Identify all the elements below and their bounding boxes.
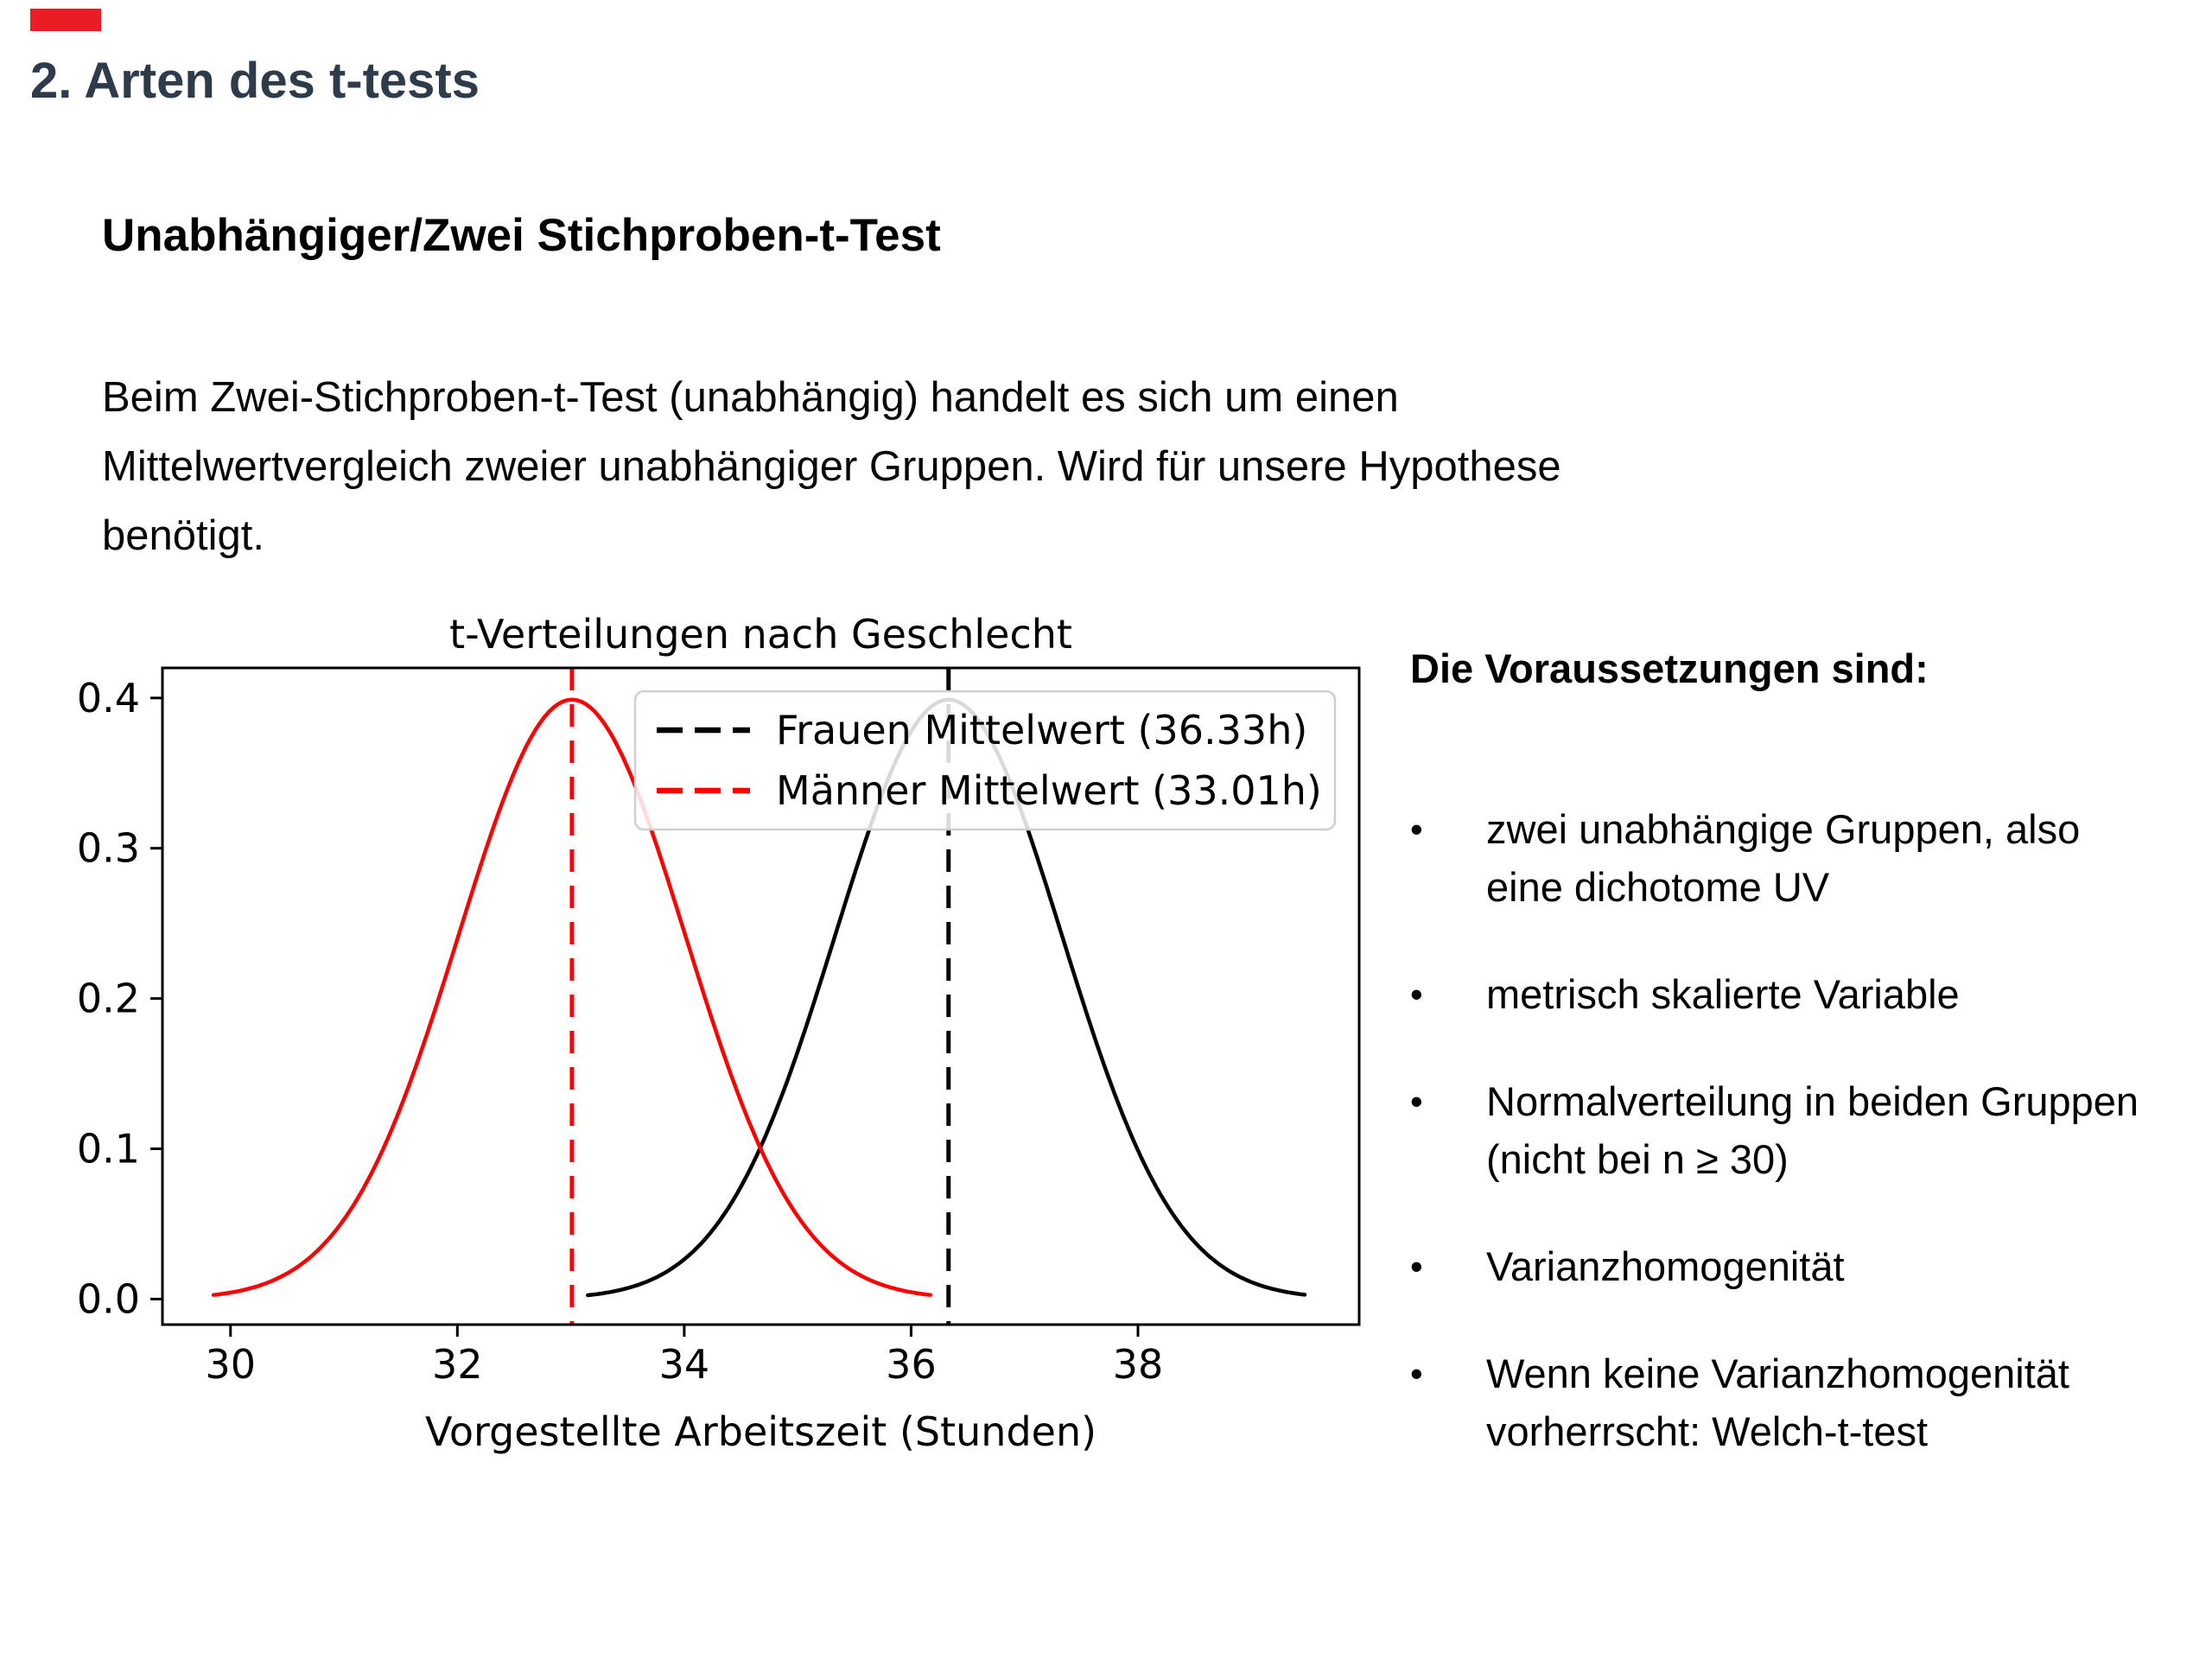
bullet-dot: • <box>1410 1246 1423 1287</box>
requirement-text: Varianzhomogenität <box>1486 1237 1845 1295</box>
requirements-list: • zwei unabhängige Gruppen, also eine dich… <box>1410 800 2212 1510</box>
x-tick-label: 32 <box>432 1341 483 1388</box>
text-line: eine dichotome UV <box>1486 864 1830 910</box>
requirement-text: Wenn keine Varianzhomogenität vorherrscht… <box>1486 1344 2069 1460</box>
y-tick-label: 0.1 <box>77 1126 140 1173</box>
requirement-text: metrisch skalierte Variable <box>1486 965 1960 1023</box>
chart-title: t-Verteilungen nach Geschlecht <box>449 611 1072 658</box>
bullet-dot: • <box>1410 974 1423 1014</box>
requirement-item: • Varianzhomogenität <box>1410 1237 2212 1295</box>
requirement-item: • Normalverteilung in beiden Gruppen (nich… <box>1410 1072 2212 1188</box>
distribution-chart: 30 32 34 36 38 0.0 0.1 0.2 0.3 0.4 t-Verteilungen … <box>52 594 1365 1497</box>
chart-svg: 30 32 34 36 38 0.0 0.1 0.2 0.3 0.4 t-Verteilungen … <box>77 611 1361 1455</box>
legend-label-0: Frauen Mittelwert (36.33h) <box>776 707 1307 753</box>
requirement-item: • metrisch skalierte Variable <box>1410 965 2212 1023</box>
legend-box <box>633 690 1337 831</box>
section-subtitle: Unabhängiger/Zwei Stichproben-t-Test <box>102 210 941 261</box>
bullet-dot: • <box>1410 1353 1423 1394</box>
requirements-heading: Die Voraussetzungen sind: <box>1410 645 1929 691</box>
text-line: Varianzhomogenität <box>1486 1243 1845 1289</box>
requirement-text: zwei unabhängige Gruppen, also eine dicho… <box>1486 800 2080 916</box>
body-paragraph: Beim Zwei-Stichproben-t-Test (unabhängig… <box>102 363 1561 570</box>
text-line: vorherrscht: Welch-t-test <box>1486 1408 1929 1454</box>
x-tick-label: 30 <box>205 1341 256 1388</box>
bullet-dot: • <box>1410 1081 1423 1122</box>
text-line: Wenn keine Varianzhomogenität <box>1486 1351 2069 1396</box>
x-tick-label: 36 <box>886 1341 937 1388</box>
text-line: Normalverteilung in beiden Gruppen <box>1486 1078 2139 1124</box>
plot-border <box>161 666 1361 1326</box>
y-tick-label: 0.3 <box>77 825 140 872</box>
requirement-item: • Wenn keine Varianzhomogenität vorherrsch… <box>1410 1344 2212 1460</box>
text-line: (nicht bei n ≥ 30) <box>1486 1136 1789 1182</box>
text-line: Beim Zwei-Stichproben-t-Test (unabhängig… <box>102 374 1399 421</box>
page-title: 2. Arten des t-tests <box>30 53 480 109</box>
requirement-text: Normalverteilung in beiden Gruppen (nicht… <box>1486 1072 2139 1188</box>
x-tick-label: 34 <box>659 1341 710 1388</box>
text-line: Mittelwertvergleich zweier unabhängiger … <box>102 443 1561 490</box>
y-tick-label: 0.0 <box>77 1275 140 1322</box>
requirement-item: • zwei unabhängige Gruppen, also eine dich… <box>1410 800 2212 916</box>
y-tick-label: 0.4 <box>77 675 140 721</box>
legend-label-1: Männer Mittelwert (33.01h) <box>776 767 1322 814</box>
x-axis-label: Vorgestellte Arbeitszeit (Stunden) <box>425 1408 1096 1455</box>
accent-dash <box>30 9 101 31</box>
text-line: zwei unabhängige Gruppen, also <box>1486 806 2081 852</box>
y-tick-label: 0.2 <box>77 976 140 1022</box>
x-tick-label: 38 <box>1113 1341 1164 1388</box>
bullet-dot: • <box>1410 809 1423 849</box>
series-curve-1 <box>211 697 933 1297</box>
text-line: metrisch skalierte Variable <box>1486 971 1960 1017</box>
text-line: benötigt. <box>102 512 264 559</box>
